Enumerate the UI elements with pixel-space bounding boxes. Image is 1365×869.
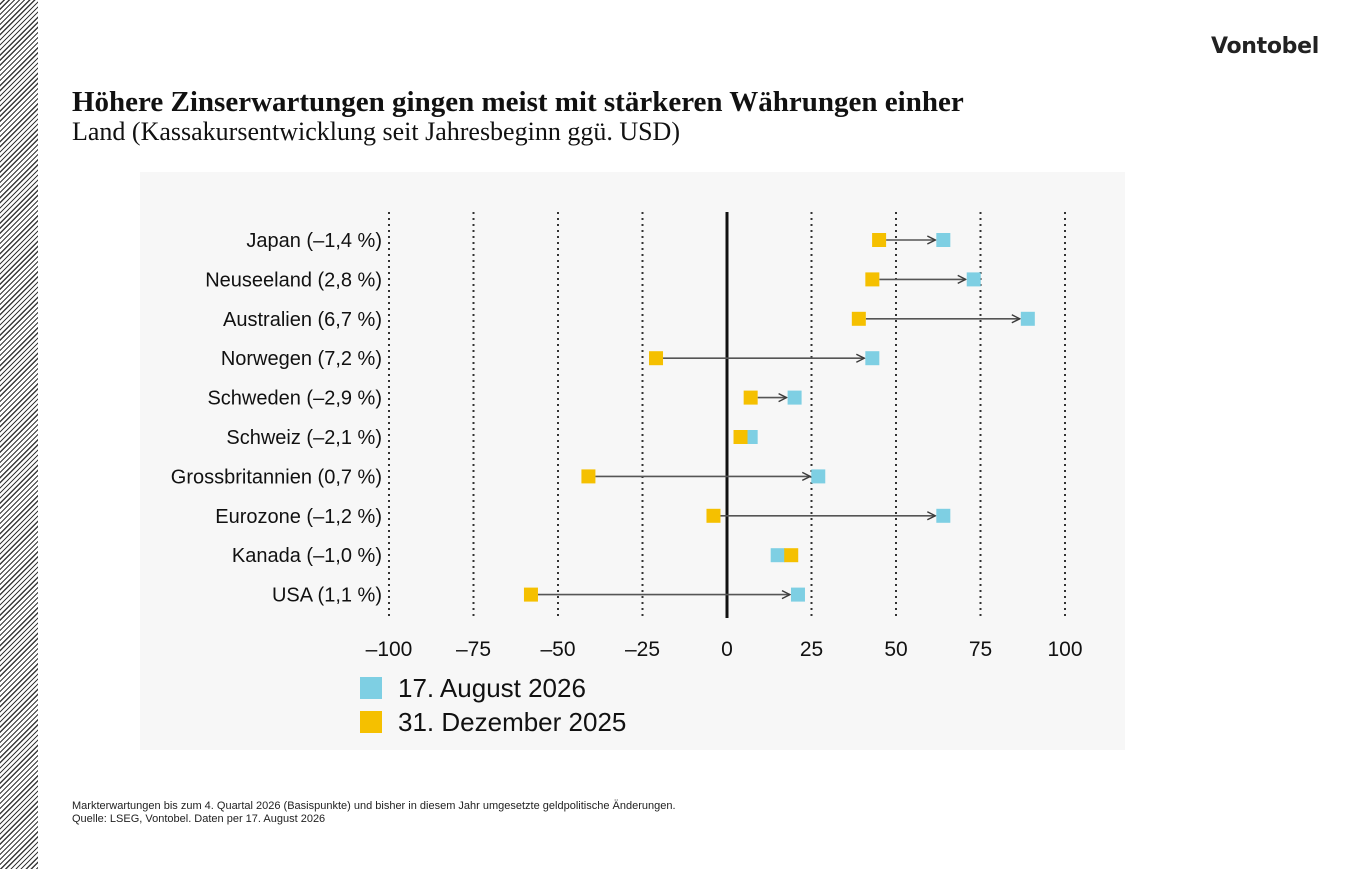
category-label: Schweiz (–2,1 %) [226,427,382,449]
point-aug-2026 [790,587,805,602]
category-label: Schweden (–2,9 %) [207,388,382,410]
category-label: Norwegen (7,2 %) [221,348,382,370]
point-dec-2025 [743,390,758,405]
footnote-note: Markterwartungen bis zum 4. Quartal 2026… [72,800,676,812]
category-label: Australien (6,7 %) [223,309,382,331]
x-tick-label: –100 [366,638,413,661]
hatched-side-stripe [0,0,38,869]
chart-panel: –100 –75 –50 –25 0 25 50 75 100 Japan (–1,4 %) Neu… [140,172,1125,750]
footnote: Markterwartungen bis zum 4. Quartal 2026… [72,800,676,826]
x-tick-label: 0 [721,638,733,661]
category-label: Eurozone (–1,2 %) [215,506,382,528]
footnote-source: Quelle: LSEG, Vontobel. Daten per 17. Au… [72,813,326,825]
point-aug-2026 [936,233,951,247]
chart-subtitle: Land (Kassakursentwicklung seit Jahresbe… [72,117,680,146]
category-label: Grossbritannien (0,7 %) [171,466,382,488]
point-dec-2025 [581,469,596,484]
point-dec-2025 [649,351,664,366]
legend-label: 31. Dezember 2025 [398,707,626,737]
category-label: Neuseeland (2,8 %) [205,269,382,291]
point-dec-2025 [733,430,748,444]
x-tick-label: 50 [884,638,907,661]
point-aug-2026 [936,508,951,523]
point-dec-2025 [523,587,538,602]
vontobel-logo: Vontobel [1210,34,1319,59]
x-tick-label: –25 [625,638,660,661]
arrow-dot-chart: –100 –75 –50 –25 0 25 50 75 100 Japan (–1,4 %) Neu… [171,212,1083,737]
point-dec-2025 [865,272,880,287]
point-dec-2025 [784,548,799,563]
point-aug-2026 [787,390,802,405]
x-tick-label: –75 [456,638,491,661]
chart-title: Höhere Zinserwartungen gingen meist mit … [72,86,964,118]
x-tick-label: 25 [800,638,823,661]
point-aug-2026 [770,548,785,563]
legend-label: 17. August 2026 [398,673,586,703]
point-dec-2025 [706,508,721,523]
category-label: Japan (–1,4 %) [246,230,382,252]
legend-swatch [360,711,382,733]
category-label: Kanada (–1,0 %) [232,545,382,567]
legend-swatch [360,677,382,699]
point-aug-2026 [865,351,880,366]
x-tick-label: 75 [969,638,992,661]
x-tick-label: –50 [540,638,575,661]
point-aug-2026 [811,469,826,484]
point-dec-2025 [851,311,866,326]
point-aug-2026 [966,272,981,287]
category-label: USA (1,1 %) [272,585,382,607]
point-aug-2026 [1020,311,1035,326]
point-dec-2025 [872,233,887,247]
x-tick-label: 100 [1047,638,1082,661]
